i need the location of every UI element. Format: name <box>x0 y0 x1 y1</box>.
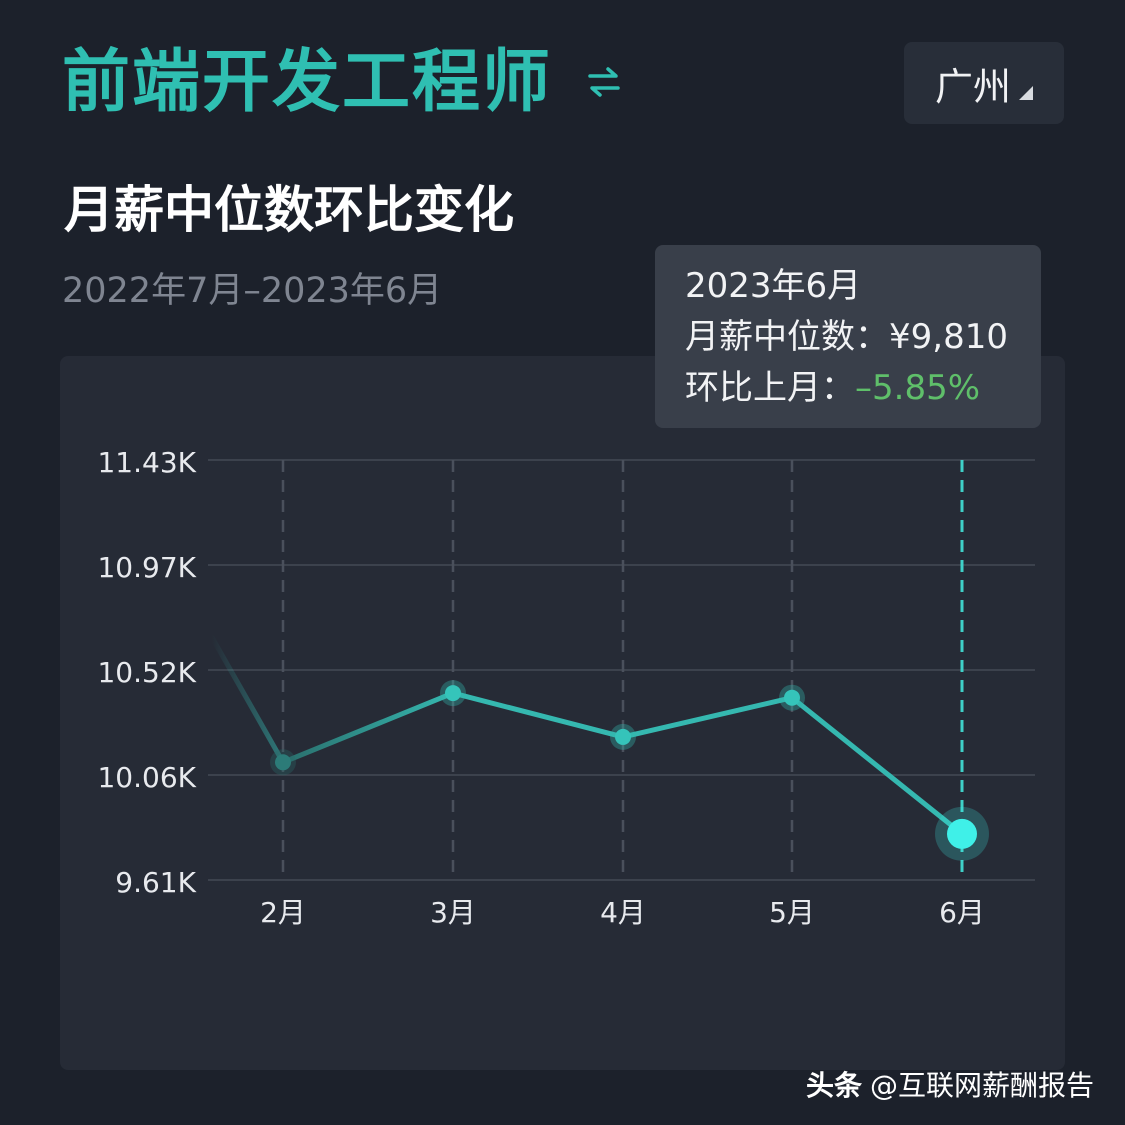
y-tick-label: 10.97K <box>97 551 196 584</box>
line-chart: 11.43K 10.97K 10.52K 10.06K 9.61K 2月 3月 4月 5月 6月 <box>97 446 1035 929</box>
tooltip-median-label: 月薪中位数： <box>685 317 889 357</box>
x-tick-label: 4月 <box>600 896 646 929</box>
swap-arrows-icon[interactable] <box>586 62 622 102</box>
x-tick-label: 2月 <box>260 896 306 929</box>
x-tick-label: 3月 <box>430 896 476 929</box>
data-point <box>615 728 631 745</box>
data-point <box>784 689 800 706</box>
watermark: 头条 @互联网薪酬报告 <box>806 1064 1094 1104</box>
tooltip-change-row: 环比上月：–5.85% <box>685 363 1041 414</box>
x-tick-label: 6月 <box>939 896 985 929</box>
chart-tooltip: 2023年6月 月薪中位数：¥9,810 环比上月：–5.85% <box>655 245 1041 428</box>
y-tick-label: 11.43K <box>97 446 196 479</box>
chart-panel: 11.43K 10.97K 10.52K 10.06K 9.61K 2月 3月 4月 5月 6月 <box>60 356 1065 1070</box>
city-select-button[interactable]: 广州 <box>904 42 1064 124</box>
series-line-lead <box>209 635 286 765</box>
data-point <box>445 685 461 702</box>
series-line-segment <box>450 690 626 740</box>
page-title: 前端开发工程师 <box>62 43 553 122</box>
y-tick-label: 10.52K <box>97 656 196 689</box>
y-tick-label: 9.61K <box>115 866 196 899</box>
tooltip-median-value: ¥9,810 <box>889 317 1008 357</box>
data-point <box>275 754 291 771</box>
y-tick-label: 10.06K <box>97 761 196 794</box>
watermark-account: @互联网薪酬报告 <box>870 1069 1095 1102</box>
chart-subtitle: 月薪中位数环比变化 <box>64 181 514 239</box>
series-line-segment <box>280 690 456 765</box>
watermark-brand: 头条 <box>806 1069 863 1102</box>
caret-down-icon <box>1019 86 1033 100</box>
series-line-segment <box>620 695 795 740</box>
tooltip-period: 2023年6月 <box>685 266 862 306</box>
city-label: 广州 <box>934 64 1011 109</box>
tooltip-median-row: 月薪中位数：¥9,810 <box>685 312 1041 363</box>
tooltip-change-value: –5.85% <box>855 368 981 408</box>
date-range: 2022年7月–2023年6月 <box>62 271 443 311</box>
tooltip-change-label: 环比上月： <box>685 368 855 408</box>
highlight-point <box>947 818 977 849</box>
x-tick-label: 5月 <box>769 896 815 929</box>
series-line-segment <box>789 695 965 837</box>
